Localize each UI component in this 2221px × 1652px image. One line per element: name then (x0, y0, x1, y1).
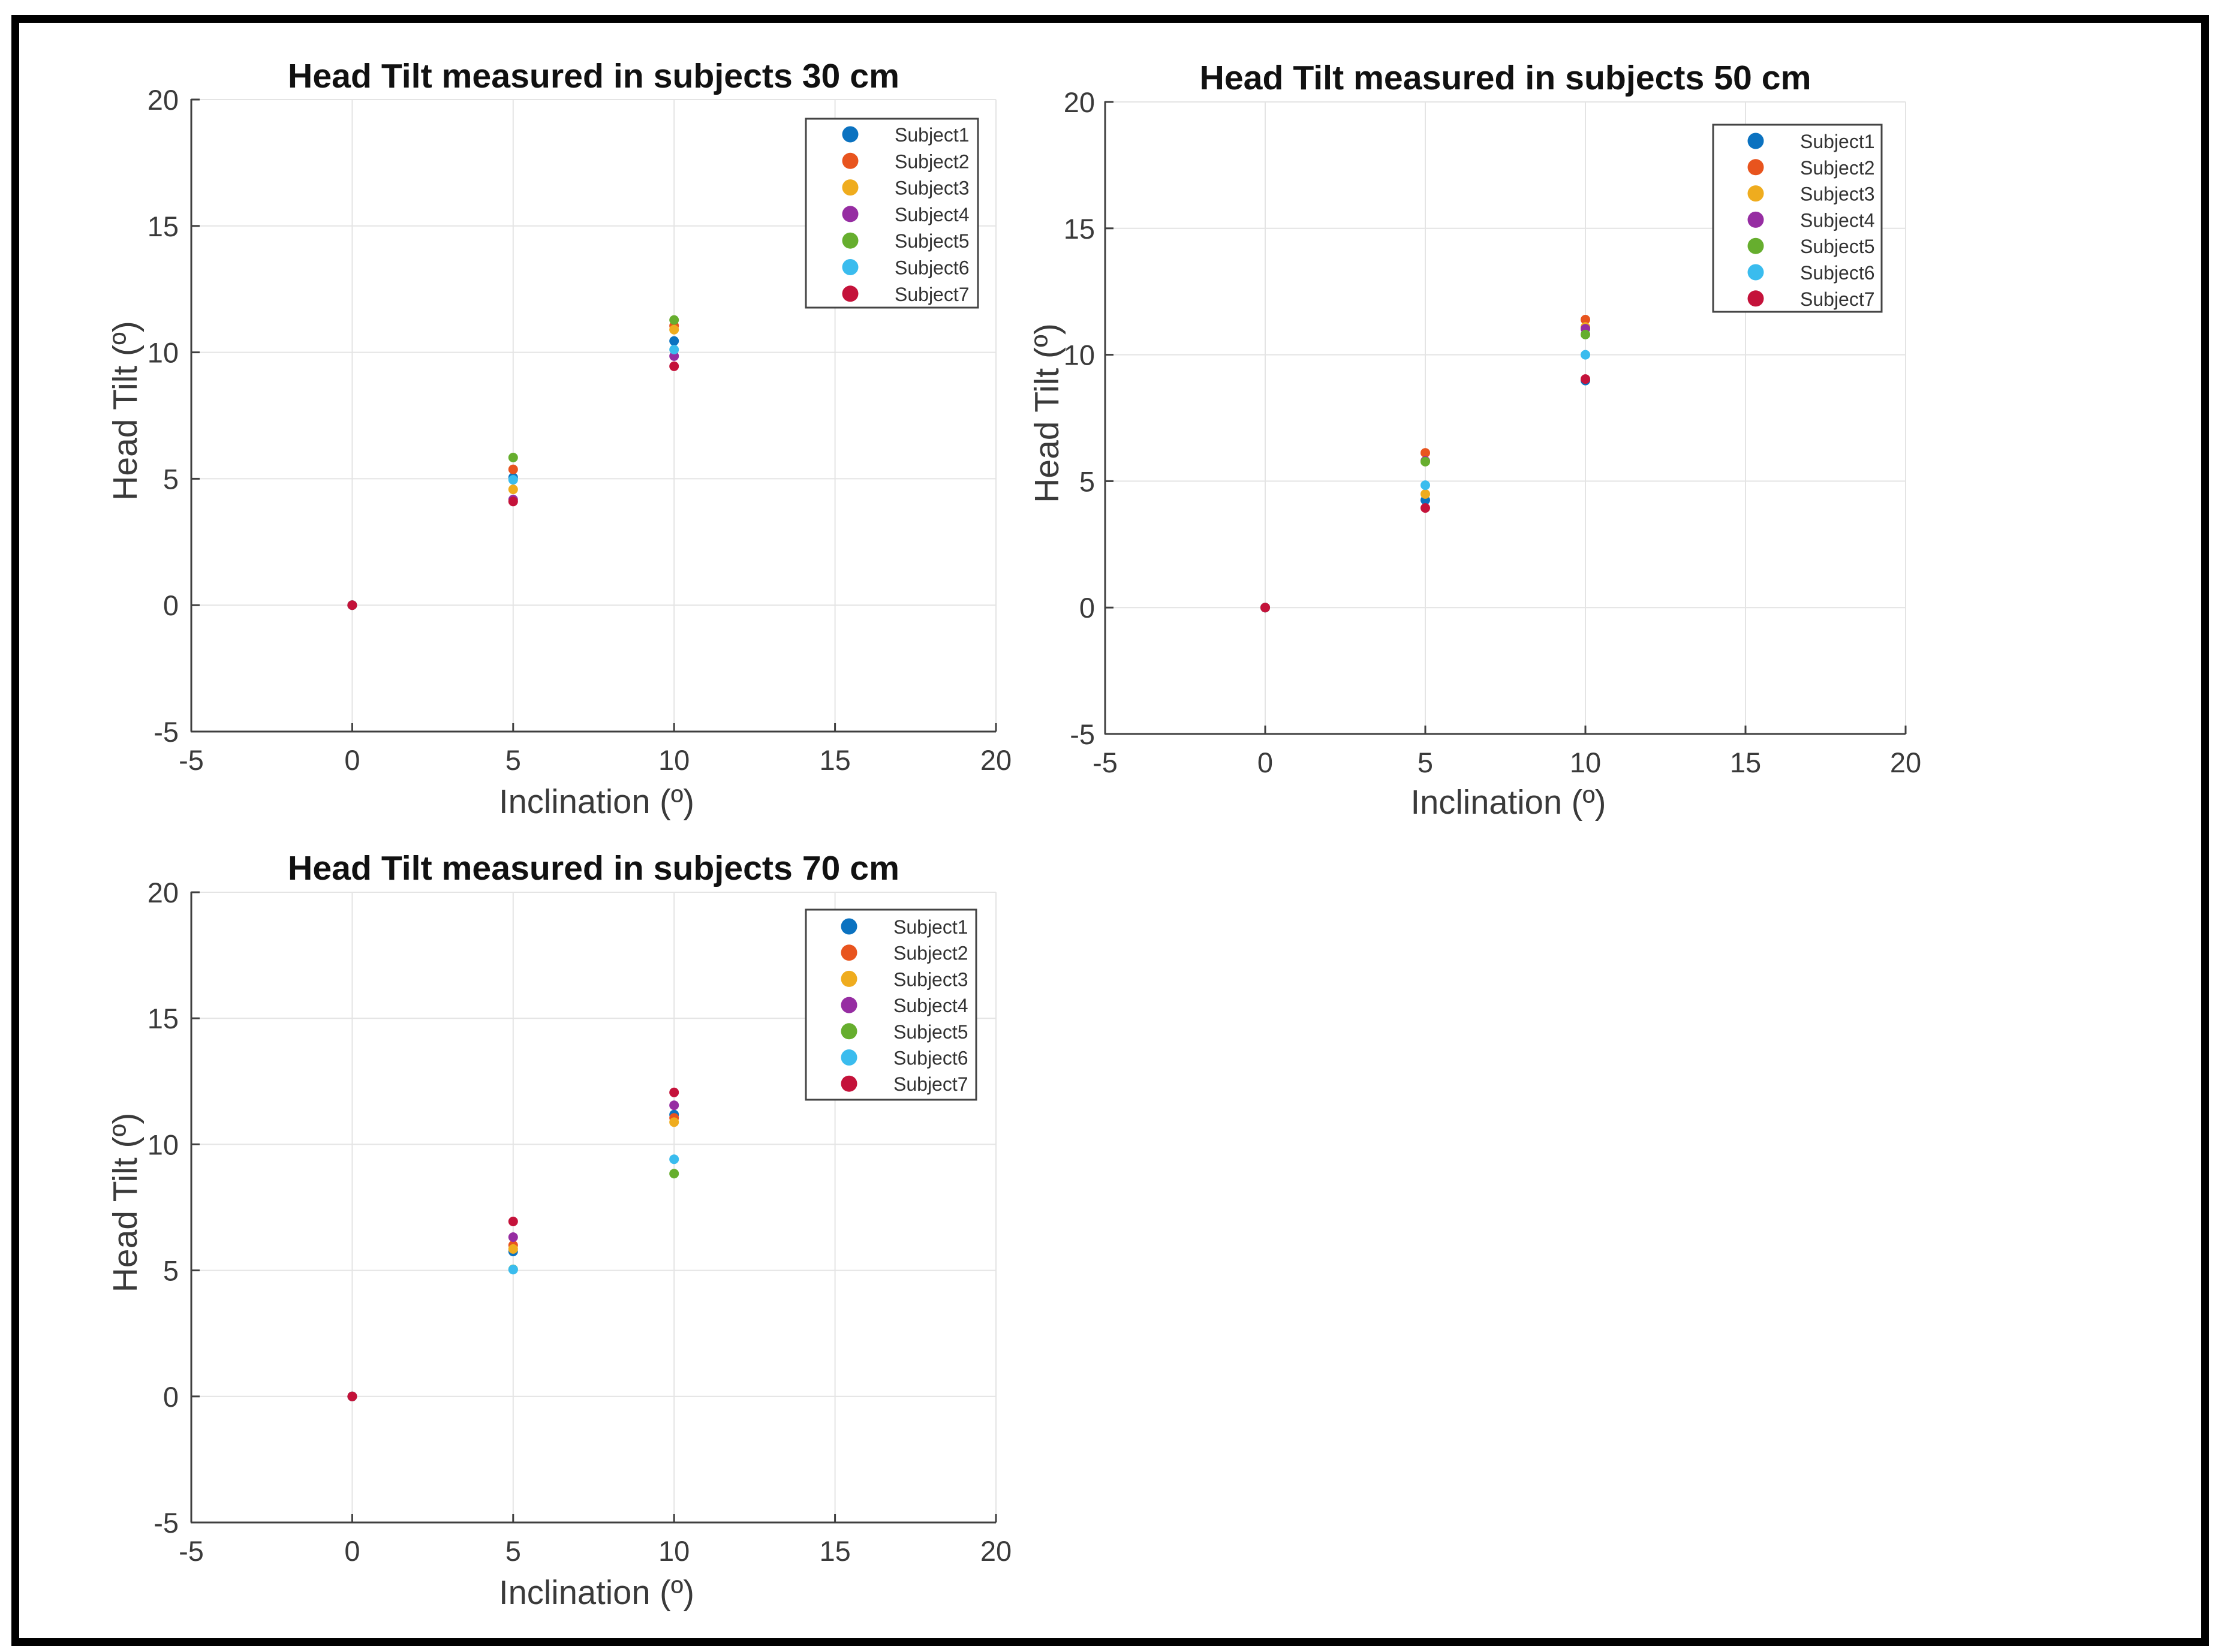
svg-text:5: 5 (505, 1535, 521, 1567)
svg-text:5: 5 (1418, 747, 1433, 778)
svg-text:Subject5: Subject5 (893, 1021, 968, 1043)
svg-text:15: 15 (819, 744, 850, 776)
svg-text:0: 0 (1079, 592, 1095, 624)
svg-text:Inclination (º): Inclination (º) (499, 1573, 694, 1612)
svg-text:Inclination (º): Inclination (º) (1411, 783, 1606, 822)
svg-text:10: 10 (148, 337, 179, 369)
svg-text:Subject6: Subject6 (1800, 262, 1875, 284)
svg-text:Head Tilt measured in subjects: Head Tilt measured in subjects 70 cm (288, 849, 899, 887)
svg-text:20: 20 (1890, 747, 1921, 778)
svg-text:20: 20 (980, 1535, 1012, 1567)
svg-text:Inclination (º): Inclination (º) (499, 783, 694, 821)
svg-text:Subject7: Subject7 (1800, 288, 1875, 310)
svg-text:Subject1: Subject1 (893, 916, 968, 938)
svg-text:Subject4: Subject4 (1800, 209, 1875, 231)
svg-text:15: 15 (819, 1535, 850, 1567)
svg-text:-5: -5 (179, 744, 204, 776)
svg-text:10: 10 (148, 1129, 179, 1160)
svg-text:Head Tilt (º): Head Tilt (º) (106, 1113, 145, 1293)
svg-text:5: 5 (163, 1255, 179, 1287)
svg-text:0: 0 (1257, 747, 1273, 778)
svg-text:15: 15 (1064, 213, 1095, 245)
svg-text:Subject7: Subject7 (893, 1073, 968, 1095)
svg-text:Subject3: Subject3 (1800, 183, 1875, 205)
svg-text:Head Tilt (º): Head Tilt (º) (106, 321, 145, 501)
svg-text:20: 20 (1064, 86, 1095, 118)
svg-text:15: 15 (148, 1003, 179, 1034)
svg-text:Subject2: Subject2 (1800, 157, 1875, 179)
svg-text:Subject6: Subject6 (895, 257, 970, 279)
svg-text:15: 15 (1730, 747, 1761, 778)
svg-text:0: 0 (163, 589, 179, 621)
svg-text:Head Tilt measured in subjects: Head Tilt measured in subjects 50 cm (1200, 59, 1811, 97)
svg-text:20: 20 (148, 84, 179, 116)
svg-text:Subject2: Subject2 (895, 151, 970, 172)
svg-text:Subject2: Subject2 (893, 943, 968, 964)
svg-text:10: 10 (658, 744, 690, 776)
svg-text:20: 20 (980, 744, 1012, 776)
svg-text:Subject3: Subject3 (893, 968, 968, 990)
svg-text:-5: -5 (1093, 747, 1118, 778)
svg-text:Subject5: Subject5 (895, 230, 970, 252)
svg-text:Subject7: Subject7 (895, 284, 970, 305)
svg-text:Subject4: Subject4 (895, 204, 970, 225)
svg-text:0: 0 (344, 744, 360, 776)
svg-text:Head Tilt (º): Head Tilt (º) (1028, 323, 1066, 503)
svg-text:-5: -5 (179, 1535, 204, 1567)
svg-text:10: 10 (1570, 747, 1601, 778)
svg-text:Subject5: Subject5 (1800, 236, 1875, 257)
svg-text:0: 0 (163, 1381, 179, 1413)
svg-text:Subject1: Subject1 (895, 124, 970, 146)
svg-text:5: 5 (163, 463, 179, 495)
svg-text:Subject4: Subject4 (893, 995, 968, 1016)
svg-text:5: 5 (1079, 465, 1095, 497)
svg-text:Subject6: Subject6 (893, 1048, 968, 1069)
svg-text:-5: -5 (154, 716, 179, 748)
svg-text:Subject3: Subject3 (895, 177, 970, 199)
svg-text:Subject1: Subject1 (1800, 131, 1875, 152)
svg-text:5: 5 (505, 744, 521, 776)
svg-text:0: 0 (344, 1535, 360, 1567)
svg-text:Head Tilt measured in subjects: Head Tilt measured in subjects 30 cm (288, 57, 899, 95)
svg-text:-5: -5 (154, 1507, 179, 1539)
svg-text:10: 10 (1064, 339, 1095, 371)
svg-text:15: 15 (148, 210, 179, 242)
svg-text:10: 10 (658, 1535, 690, 1567)
svg-text:20: 20 (148, 877, 179, 908)
svg-text:-5: -5 (1070, 718, 1095, 750)
